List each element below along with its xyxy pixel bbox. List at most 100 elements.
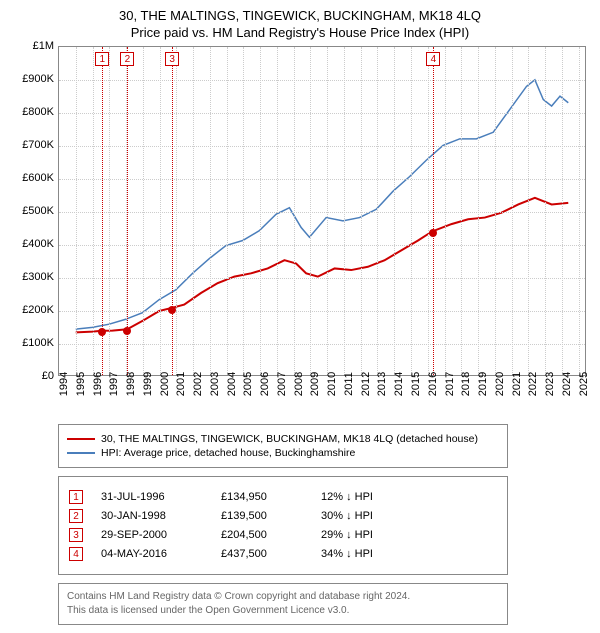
sale-price: £437,500 [221, 548, 321, 560]
gridline-h [59, 212, 585, 213]
x-tick-label: 2008 [293, 372, 305, 396]
y-tick-label: £600K [22, 172, 54, 184]
y-tick-label: £0 [42, 370, 54, 382]
sale-row: 4 04-MAY-2016£437,50034% ↓ HPI [69, 547, 497, 561]
arrow-down-icon: ↓ [346, 491, 352, 503]
x-tick-label: 2018 [460, 372, 472, 396]
y-tick-label: £300K [22, 271, 54, 283]
sale-date: 30-JAN-1998 [101, 510, 221, 522]
sale-dot [123, 327, 131, 335]
gridline-v [76, 47, 77, 375]
gridline-v [93, 47, 94, 375]
gridline-v [277, 47, 278, 375]
x-tick-label: 2013 [376, 372, 388, 396]
gridline-v [260, 47, 261, 375]
legend-item: HPI: Average price, detached house, Buck… [67, 447, 499, 459]
y-tick-label: £800K [22, 106, 54, 118]
x-tick-label: 1996 [92, 372, 104, 396]
sale-index-box: 2 [69, 509, 83, 523]
chart-container: 30, THE MALTINGS, TINGEWICK, BUCKINGHAM,… [0, 0, 600, 633]
x-tick-label: 1998 [125, 372, 137, 396]
gridline-v [377, 47, 378, 375]
gridline-v [562, 47, 563, 375]
arrow-down-icon: ↓ [346, 510, 352, 522]
arrow-down-icon: ↓ [346, 529, 352, 541]
sale-row: 3 29-SEP-2000£204,50029% ↓ HPI [69, 528, 497, 542]
arrow-down-icon: ↓ [346, 548, 352, 560]
sale-pct: 12% ↓ HPI [321, 491, 431, 503]
sale-dot [98, 328, 106, 336]
gridline-h [59, 179, 585, 180]
gridline-h [59, 278, 585, 279]
y-tick-label: £1M [33, 40, 54, 52]
sale-marker-box: 4 [426, 52, 440, 66]
y-tick-label: £700K [22, 139, 54, 151]
sale-row: 230-JAN-1998£139,50030% ↓ HPI [69, 509, 497, 523]
gridline-v [243, 47, 244, 375]
gridline-v [428, 47, 429, 375]
sale-pct: 29% ↓ HPI [321, 529, 431, 541]
gridline-v [394, 47, 395, 375]
gridline-h [59, 80, 585, 81]
gridline-v [579, 47, 580, 375]
sale-marker-box: 1 [95, 52, 109, 66]
x-tick-label: 2017 [444, 372, 456, 396]
title-main: 30, THE MALTINGS, TINGEWICK, BUCKINGHAM,… [10, 8, 590, 23]
x-tick-label: 2014 [393, 372, 405, 396]
x-tick-label: 2002 [192, 372, 204, 396]
gridline-v [478, 47, 479, 375]
sale-price: £134,950 [221, 491, 321, 503]
legend-item: 30, THE MALTINGS, TINGEWICK, BUCKINGHAM,… [67, 433, 499, 445]
gridline-v [512, 47, 513, 375]
x-tick-label: 2005 [242, 372, 254, 396]
x-tick-label: 2004 [226, 372, 238, 396]
gridline-v [495, 47, 496, 375]
x-tick-label: 2015 [410, 372, 422, 396]
sale-index-box: 4 [69, 547, 83, 561]
gridline-v [193, 47, 194, 375]
sale-pct: 34% ↓ HPI [321, 548, 431, 560]
legend: 30, THE MALTINGS, TINGEWICK, BUCKINGHAM,… [58, 424, 508, 468]
sale-price: £139,500 [221, 510, 321, 522]
x-tick-label: 1999 [142, 372, 154, 396]
gridline-h [59, 311, 585, 312]
x-axis-labels: 1994199519961997199819992000200120022003… [58, 380, 586, 416]
legend-label: 30, THE MALTINGS, TINGEWICK, BUCKINGHAM,… [101, 433, 478, 445]
sale-date: 29-SEP-2000 [101, 529, 221, 541]
sale-marker-line [433, 47, 434, 375]
x-tick-label: 2010 [326, 372, 338, 396]
legend-swatch [67, 452, 95, 454]
gridline-v [294, 47, 295, 375]
legend-label: HPI: Average price, detached house, Buck… [101, 447, 355, 459]
gridline-v [327, 47, 328, 375]
x-tick-label: 2020 [494, 372, 506, 396]
chart-area: £0£100K£200K£300K£400K£500K£600K£700K£80… [10, 46, 590, 416]
y-tick-label: £500K [22, 205, 54, 217]
sales-table: 131-JUL-1996£134,95012% ↓ HPI230-JAN-199… [58, 476, 508, 575]
gridline-v [344, 47, 345, 375]
x-tick-label: 2016 [427, 372, 439, 396]
sale-index-box: 3 [69, 528, 83, 542]
x-tick-label: 2003 [209, 372, 221, 396]
x-tick-label: 1997 [108, 372, 120, 396]
gridline-v [528, 47, 529, 375]
sale-marker-box: 3 [165, 52, 179, 66]
line-svg [59, 47, 585, 375]
sale-price: £204,500 [221, 529, 321, 541]
attribution-line: Contains HM Land Registry data © Crown c… [67, 590, 499, 604]
gridline-v [160, 47, 161, 375]
x-tick-label: 2011 [343, 372, 355, 396]
gridline-v [411, 47, 412, 375]
x-tick-label: 2009 [309, 372, 321, 396]
sale-marker-line [172, 47, 173, 375]
x-tick-label: 2021 [511, 372, 523, 396]
sale-date: 04-MAY-2016 [101, 548, 221, 560]
gridline-v [361, 47, 362, 375]
x-tick-label: 2006 [259, 372, 271, 396]
attribution: Contains HM Land Registry data © Crown c… [58, 583, 508, 625]
x-tick-label: 2000 [159, 372, 171, 396]
x-tick-label: 2022 [527, 372, 539, 396]
y-tick-label: £100K [22, 337, 54, 349]
plot-area: 1234 [58, 46, 586, 376]
gridline-v [143, 47, 144, 375]
